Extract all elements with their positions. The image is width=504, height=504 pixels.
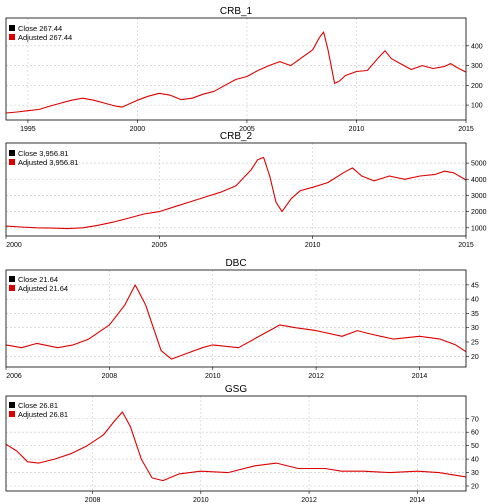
x-tick-label: 2005 bbox=[152, 242, 168, 249]
series-line bbox=[5, 156, 467, 230]
y-tick-label: 100 bbox=[471, 103, 483, 110]
panel-title: CRB_1 bbox=[220, 6, 253, 17]
panel-crb-2: CRB_2 Close 3,956.81 Adjusted 3,956.81 2… bbox=[5, 131, 487, 249]
y-tick-label: 5000 bbox=[471, 161, 487, 168]
panel-frame bbox=[5, 395, 467, 492]
legend-swatch-adjusted bbox=[9, 285, 15, 291]
x-tick-label: 2015 bbox=[458, 242, 474, 249]
legend-label-adjusted: Adjusted 21.64 bbox=[18, 284, 68, 293]
y-tick-label: 30 bbox=[471, 470, 479, 477]
legend-swatch-close bbox=[9, 402, 15, 408]
y-tick-label: 2000 bbox=[471, 209, 487, 216]
y-tick-label: 40 bbox=[471, 457, 479, 464]
legend-swatch-adjusted bbox=[9, 411, 15, 417]
x-tick-label: 2008 bbox=[102, 373, 118, 380]
y-tick-label: 4000 bbox=[471, 177, 487, 184]
x-tick-label: 2000 bbox=[130, 126, 146, 133]
x-tick-label: 2015 bbox=[458, 126, 474, 133]
legend-label-close: Close 21.64 bbox=[18, 275, 58, 284]
panel-frame bbox=[5, 142, 467, 237]
y-tick-label: 20 bbox=[471, 354, 479, 361]
y-tick-label: 300 bbox=[471, 63, 483, 70]
x-tick-label: 2012 bbox=[301, 497, 317, 504]
panel-frame bbox=[5, 269, 467, 368]
legend-label-adjusted: Adjusted 267.44 bbox=[18, 33, 72, 42]
x-tick-label: 2010 bbox=[205, 373, 221, 380]
x-tick-label: 2010 bbox=[193, 497, 209, 504]
panel-gsg: GSG Close 26.81 Adjusted 26.81 2008 2010 2… bbox=[5, 384, 479, 504]
y-tick-label: 400 bbox=[471, 43, 483, 50]
legend-label-close: Close 267.44 bbox=[18, 24, 62, 33]
y-tick-label: 45 bbox=[471, 282, 479, 289]
legend-swatch-adjusted bbox=[9, 159, 15, 165]
panel-title: GSG bbox=[225, 384, 247, 395]
legend-swatch-adjusted bbox=[9, 34, 15, 40]
series-line bbox=[5, 31, 467, 114]
panel-frame bbox=[5, 17, 467, 121]
x-tick-label: 2005 bbox=[239, 126, 255, 133]
x-tick-label: 2006 bbox=[6, 373, 22, 380]
x-tick-label: 2014 bbox=[412, 373, 428, 380]
legend-label-adjusted: Adjusted 3,956.81 bbox=[18, 158, 78, 167]
y-tick-label: 35 bbox=[471, 311, 479, 318]
legend-swatch-close bbox=[9, 150, 15, 156]
y-tick-label: 25 bbox=[471, 340, 479, 347]
panel-title: DBC bbox=[225, 258, 246, 269]
legend-label-close: Close 26.81 bbox=[18, 401, 58, 410]
x-tick-label: 2010 bbox=[305, 242, 321, 249]
y-tick-label: 200 bbox=[471, 83, 483, 90]
x-tick-label: 1995 bbox=[20, 126, 36, 133]
y-tick-label: 30 bbox=[471, 325, 479, 332]
y-tick-label: 60 bbox=[471, 430, 479, 437]
x-tick-label: 2010 bbox=[349, 126, 365, 133]
legend-label-close: Close 3,956.81 bbox=[18, 149, 68, 158]
x-tick-label: 2000 bbox=[6, 242, 22, 249]
x-tick-label: 2012 bbox=[308, 373, 324, 380]
legend-swatch-close bbox=[9, 276, 15, 282]
legend-label-adjusted: Adjusted 26.81 bbox=[18, 410, 68, 419]
legend-swatch-close bbox=[9, 25, 15, 31]
y-tick-label: 40 bbox=[471, 297, 479, 304]
y-tick-label: 1000 bbox=[471, 225, 487, 232]
y-tick-label: 20 bbox=[471, 484, 479, 491]
y-tick-label: 50 bbox=[471, 443, 479, 450]
series-line bbox=[5, 411, 467, 482]
panel-crb-1: CRB_1 Close 267.44 Adjusted 267.44 1995 2… bbox=[5, 6, 483, 133]
panel-title: CRB_2 bbox=[220, 131, 253, 142]
x-tick-label: 2014 bbox=[410, 497, 426, 504]
y-tick-label: 70 bbox=[471, 416, 479, 423]
y-tick-label: 3000 bbox=[471, 193, 487, 200]
series-line bbox=[5, 284, 467, 360]
panel-dbc: DBC Close 21.64 Adjusted 21.64 2006 2008 2… bbox=[5, 258, 479, 380]
x-tick-label: 2008 bbox=[85, 497, 101, 504]
